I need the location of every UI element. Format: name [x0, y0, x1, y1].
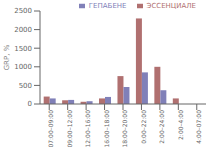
- svg-text:0:00–22:00: 0:00–22:00: [140, 110, 147, 144]
- html-text:ЭССЕНЦИАЛЕ: ЭССЕНЦИАЛЕ: [146, 2, 196, 10]
- html-text:ГЕПАБЕНЕ: ГЕПАБЕНЕ: [88, 2, 127, 10]
- svg-text:2000: 2000: [14, 26, 32, 34]
- svg-text:500: 500: [19, 82, 32, 90]
- svg-text:16:00–18:00: 16:00–18:00: [103, 110, 110, 148]
- svg-text:07:00–09:00: 07:00–09:00: [47, 110, 54, 148]
- svg-text:4:00–07:00: 4:00–07:00: [195, 110, 202, 144]
- svg-text:2500: 2500: [14, 7, 32, 15]
- svg-text:09:00–12:00: 09:00–12:00: [66, 110, 73, 148]
- svg-text:GRP, %: GRP, %: [8, 44, 11, 70]
- svg-text:1500: 1500: [14, 45, 32, 53]
- svg-text:1000: 1000: [14, 63, 32, 71]
- svg-text:2:00–24:00: 2:00–24:00: [158, 110, 165, 144]
- svg-text:12:00–16:00: 12:00–16:00: [84, 110, 91, 148]
- svg-text:2:00–4:00: 2:00–4:00: [177, 110, 184, 140]
- svg-text:0: 0: [28, 100, 32, 108]
- svg-text:18:00–20:00: 18:00–20:00: [121, 110, 128, 148]
